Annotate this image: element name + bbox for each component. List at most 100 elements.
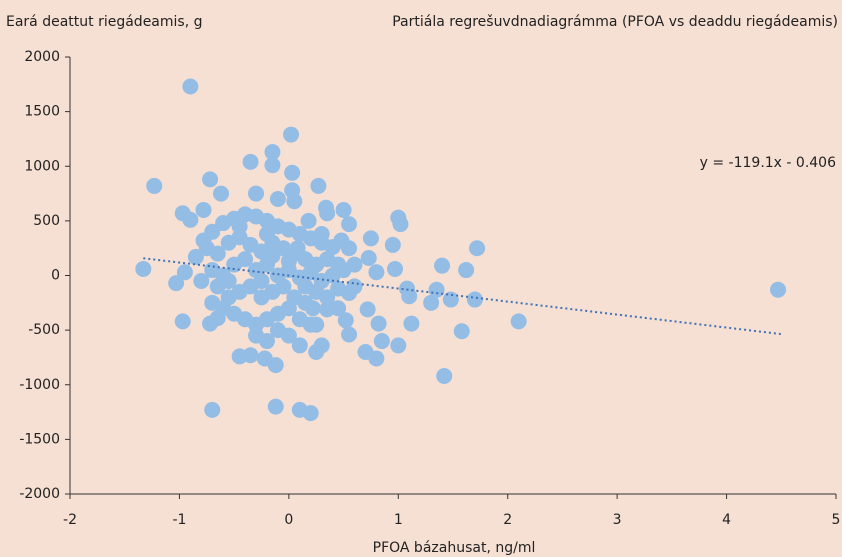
point xyxy=(168,275,185,292)
point xyxy=(258,333,275,350)
point xyxy=(300,212,317,229)
point xyxy=(264,157,281,174)
point xyxy=(231,218,248,235)
point xyxy=(510,313,527,330)
x-tick-label: 2 xyxy=(503,512,512,528)
y-tick-label: -1500 xyxy=(19,431,60,447)
point xyxy=(466,291,483,308)
point xyxy=(341,326,358,343)
point xyxy=(286,193,303,210)
point xyxy=(330,280,347,297)
point xyxy=(242,153,259,170)
point xyxy=(770,281,787,298)
point xyxy=(283,126,300,143)
point xyxy=(275,278,292,295)
x-tick-label: 0 xyxy=(284,512,293,528)
y-tick-label: -2000 xyxy=(19,486,60,502)
point xyxy=(253,289,270,306)
point xyxy=(359,301,376,318)
point xyxy=(436,368,453,385)
point xyxy=(284,164,301,181)
point xyxy=(346,278,363,295)
trendline-label: y = -119.1x - 0.406 xyxy=(700,155,836,171)
point xyxy=(319,301,336,318)
y-tick-label: -500 xyxy=(28,322,60,338)
point xyxy=(213,185,230,202)
point xyxy=(253,272,270,289)
point xyxy=(195,201,212,218)
point xyxy=(362,230,379,247)
chart-title: Partiála regrešuvdnadiagrámma (PFOA vs d… xyxy=(392,14,838,30)
point xyxy=(313,225,330,242)
point xyxy=(360,250,377,267)
point xyxy=(264,144,281,161)
point xyxy=(302,405,319,422)
point xyxy=(176,264,193,281)
point xyxy=(231,348,248,365)
y-tick-label: 0 xyxy=(51,268,60,284)
y-tick-label: 500 xyxy=(33,213,60,229)
y-tick-label: 1500 xyxy=(24,104,60,120)
point xyxy=(204,401,221,418)
point xyxy=(267,398,284,415)
point xyxy=(182,211,199,228)
point xyxy=(297,278,314,295)
point xyxy=(319,289,336,306)
y-tick-label: -1000 xyxy=(19,377,60,393)
point xyxy=(384,236,401,253)
point xyxy=(302,316,319,333)
point xyxy=(434,257,451,274)
point xyxy=(335,201,352,218)
point xyxy=(401,288,418,305)
point xyxy=(370,315,387,332)
y-axis-label: Eará deattut riegádeamis, g xyxy=(6,14,203,30)
point xyxy=(453,323,470,340)
point xyxy=(324,239,341,256)
point xyxy=(182,78,199,95)
point xyxy=(458,262,475,279)
point xyxy=(341,216,358,233)
x-tick-label: 1 xyxy=(394,512,403,528)
point xyxy=(319,205,336,222)
point xyxy=(373,333,390,350)
point xyxy=(428,281,445,298)
point xyxy=(237,251,254,268)
point xyxy=(187,248,204,265)
x-tick-label: -1 xyxy=(172,512,186,528)
point xyxy=(291,337,308,354)
point xyxy=(368,264,385,281)
point xyxy=(280,327,297,344)
point xyxy=(256,350,273,367)
point xyxy=(220,272,237,289)
point xyxy=(308,343,325,360)
point xyxy=(357,343,374,360)
point xyxy=(269,191,286,208)
x-tick-label: 5 xyxy=(832,512,841,528)
x-tick-label: 4 xyxy=(722,512,731,528)
point xyxy=(387,260,404,277)
point xyxy=(204,223,221,240)
point xyxy=(289,240,306,257)
point xyxy=(202,171,219,188)
x-axis-label: PFOA bázahusat, ng/ml xyxy=(373,540,536,556)
point xyxy=(337,312,354,329)
point xyxy=(209,245,226,262)
point xyxy=(423,294,440,311)
point xyxy=(258,225,275,242)
point xyxy=(310,177,327,194)
point xyxy=(403,315,420,332)
point xyxy=(264,247,281,264)
point xyxy=(135,260,152,277)
point xyxy=(341,240,358,257)
point xyxy=(442,291,459,308)
y-tick-label: 2000 xyxy=(24,49,60,65)
point xyxy=(469,240,486,257)
point xyxy=(174,313,191,330)
point xyxy=(392,216,409,233)
point xyxy=(248,185,265,202)
x-tick-label: -2 xyxy=(63,512,77,528)
y-tick-label: 1000 xyxy=(24,158,60,174)
point xyxy=(193,272,210,289)
